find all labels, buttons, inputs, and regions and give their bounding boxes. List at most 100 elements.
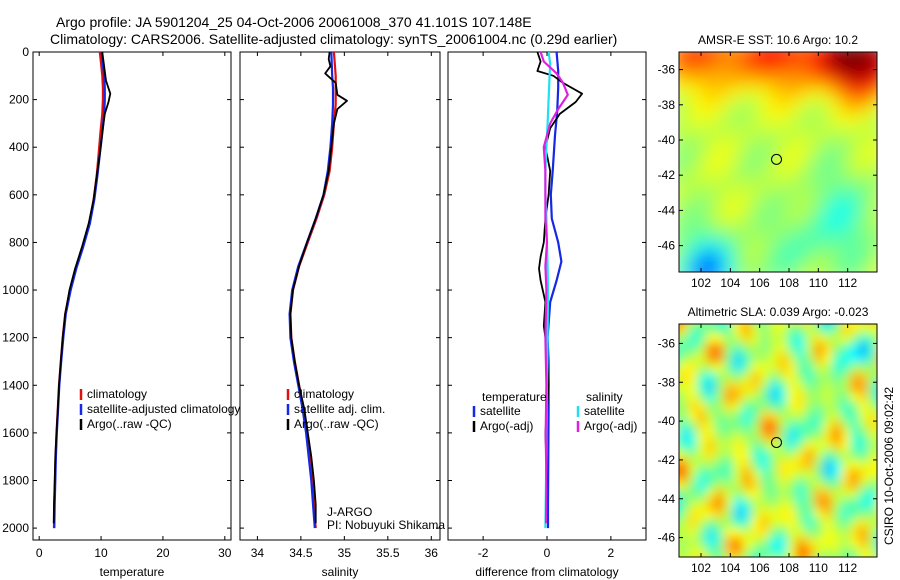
map-cell bbox=[805, 469, 815, 480]
map-cell bbox=[679, 440, 680, 451]
map-cell bbox=[805, 162, 815, 172]
map-cell bbox=[679, 498, 689, 510]
map-cell bbox=[832, 518, 842, 529]
map-cell bbox=[796, 70, 806, 81]
map-cell bbox=[814, 217, 824, 227]
map-cell bbox=[796, 52, 806, 62]
map-cell bbox=[805, 217, 815, 227]
map-cell bbox=[877, 217, 887, 227]
map-cell bbox=[769, 198, 779, 209]
map-cell bbox=[742, 547, 752, 557]
map-cell bbox=[778, 353, 788, 364]
map-cell bbox=[688, 527, 698, 539]
map-cell bbox=[868, 353, 877, 364]
map-cell bbox=[796, 333, 806, 345]
map-cell bbox=[760, 79, 770, 90]
map-title: Altimetric SLA: 0.039 Argo: -0.023 bbox=[688, 305, 869, 319]
map-cell bbox=[796, 217, 806, 227]
legend-group-title: temperature bbox=[482, 390, 547, 404]
map-cell bbox=[787, 372, 797, 383]
map-cell bbox=[823, 70, 833, 81]
map-cell bbox=[679, 362, 680, 374]
map-cell bbox=[742, 143, 752, 154]
map-cell bbox=[796, 391, 806, 403]
map-cell bbox=[733, 459, 743, 471]
map-cell bbox=[823, 489, 833, 500]
map-cell bbox=[823, 353, 833, 364]
map-cell bbox=[760, 547, 770, 557]
map-cell bbox=[796, 411, 806, 422]
map-cell bbox=[841, 79, 851, 90]
map-cell bbox=[688, 180, 698, 191]
map-cell bbox=[733, 244, 743, 255]
map-cell bbox=[823, 226, 833, 236]
map-cell bbox=[814, 547, 824, 557]
map-cell bbox=[850, 180, 860, 191]
x-axis-label: difference from climatology bbox=[475, 565, 618, 579]
map-cell bbox=[679, 430, 689, 442]
map-cell bbox=[724, 152, 734, 163]
map-cell bbox=[751, 333, 761, 345]
map-cell bbox=[679, 143, 689, 154]
map-cell bbox=[688, 244, 698, 255]
map-cell bbox=[751, 362, 761, 374]
map-cell bbox=[787, 171, 797, 181]
map-cell bbox=[850, 440, 860, 451]
map-cell bbox=[832, 244, 842, 255]
y-tick-label: 1200 bbox=[2, 331, 29, 345]
map-y-tick-label: -38 bbox=[658, 375, 676, 389]
map-cell bbox=[841, 171, 851, 181]
map-cell bbox=[868, 107, 877, 117]
map-cell bbox=[868, 508, 877, 519]
map-cell bbox=[715, 79, 725, 90]
map-cell bbox=[850, 518, 860, 529]
map-cell bbox=[859, 217, 869, 227]
map-cell bbox=[760, 353, 770, 364]
map-cell bbox=[778, 479, 788, 490]
map-cell bbox=[769, 382, 779, 393]
map-cell bbox=[733, 353, 743, 364]
map-cell bbox=[715, 459, 725, 471]
map-cell bbox=[769, 97, 779, 108]
map-cell bbox=[850, 70, 860, 81]
map-cell bbox=[724, 235, 734, 246]
map-cell bbox=[814, 97, 824, 108]
map-cell bbox=[859, 362, 869, 374]
y-tick-label: 1600 bbox=[2, 426, 29, 440]
map-cell bbox=[679, 527, 689, 539]
map-y-tick-label: -42 bbox=[658, 168, 676, 182]
map-cell bbox=[859, 353, 869, 364]
map-cell bbox=[778, 382, 788, 393]
map-cell bbox=[805, 391, 815, 403]
map-cell bbox=[841, 479, 851, 490]
map-cell bbox=[787, 343, 797, 354]
map-cell bbox=[760, 324, 770, 335]
map-cell bbox=[796, 198, 806, 209]
map-cell bbox=[796, 171, 806, 181]
map-cell bbox=[751, 61, 761, 71]
map-cell bbox=[841, 459, 851, 471]
map-cell bbox=[841, 70, 851, 81]
map-cell bbox=[733, 116, 743, 126]
map-cell bbox=[787, 489, 797, 500]
map-cell bbox=[823, 527, 833, 539]
map-cell bbox=[823, 401, 833, 412]
map-cell bbox=[841, 52, 851, 62]
map-cell bbox=[832, 235, 842, 246]
map-cell bbox=[823, 217, 833, 227]
map-cell bbox=[751, 440, 761, 451]
map-cell bbox=[796, 262, 806, 272]
map-cell bbox=[850, 116, 860, 126]
map-cell bbox=[814, 52, 824, 62]
map-cell bbox=[841, 324, 851, 335]
map-cell bbox=[697, 152, 707, 163]
map-cell bbox=[706, 518, 716, 529]
map-cell bbox=[832, 180, 842, 191]
map-cell bbox=[859, 143, 869, 154]
map-cell bbox=[850, 479, 860, 490]
map-cell bbox=[760, 401, 770, 412]
map-cell bbox=[787, 70, 797, 81]
map-cell bbox=[841, 430, 851, 442]
map-cell bbox=[805, 324, 815, 335]
map-cell bbox=[841, 450, 851, 461]
